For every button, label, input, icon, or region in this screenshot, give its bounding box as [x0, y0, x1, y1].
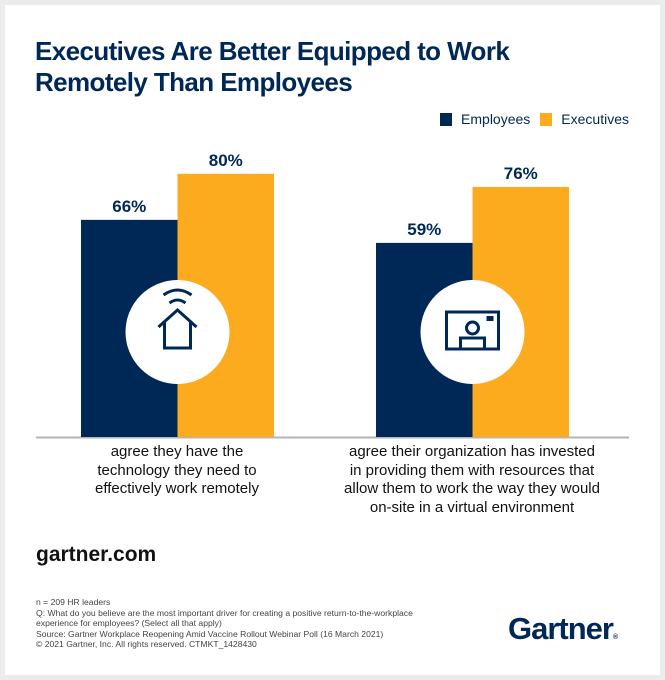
- smart-home-icon: [157, 288, 198, 350]
- data-label-employees-2: 59%: [407, 220, 441, 239]
- legend-swatch-executives: [540, 112, 553, 126]
- category-label-technology: agree they have the technology they need …: [36, 443, 318, 499]
- house-walls: [163, 322, 192, 350]
- gartner-logo: Gartner®: [508, 611, 618, 647]
- category-label-resources: agree their organization has invested in …: [330, 443, 614, 517]
- house-roof: [157, 307, 198, 329]
- category-label-line: in providing them with resources that: [349, 461, 595, 479]
- video-frame: [445, 310, 500, 351]
- category-label-line: effectively work remotely: [95, 480, 259, 497]
- footnote-line: Source: Gartner Workplace Reopening Amid…: [36, 628, 384, 639]
- legend-label-employees: Employees: [461, 111, 531, 127]
- data-label-employees-1: 66%: [112, 197, 146, 216]
- title-line: Remotely Than Employees: [35, 67, 353, 97]
- footnote-line: © 2021 Gartner, Inc. All rights reserved…: [36, 639, 257, 650]
- chart-title: Executives Are Better Equipped to Work R…: [35, 36, 510, 98]
- title-line: Executives Are Better Equipped to Work: [35, 36, 510, 66]
- category-label-line: technology they need to: [97, 461, 257, 479]
- footnote-line: experience for employees? (Select all th…: [36, 618, 222, 629]
- website-link[interactable]: gartner.com: [36, 543, 157, 566]
- person-body: [459, 336, 486, 349]
- icon-circle: [420, 280, 525, 384]
- icon-circle: [125, 280, 230, 384]
- data-label-executives-2: 76%: [504, 164, 538, 183]
- category-label-line: agree their organization has invested: [349, 443, 595, 460]
- wifi-arc-outer: [162, 288, 193, 297]
- legend-label-executives: Executives: [561, 111, 629, 127]
- video-call-icon: [445, 310, 500, 351]
- category-label-line: allow them to work the way they would: [344, 480, 600, 497]
- footnote-line: Q: What do you believe are the most impo…: [36, 607, 413, 618]
- data-label-executives-1: 80%: [209, 151, 243, 170]
- legend-swatch-employees: [440, 112, 453, 126]
- logo-text: Gartner: [508, 611, 614, 646]
- person-head: [465, 320, 480, 336]
- footnotes: n = 209 HR leaders Q: What do you believe…: [36, 597, 436, 650]
- legend: Employees Executives: [440, 111, 629, 127]
- wifi-arc-inner: [168, 298, 187, 305]
- camera-indicator: [486, 316, 494, 321]
- footnote-line: n = 209 HR leaders: [36, 597, 111, 607]
- registered-mark: ®: [612, 634, 619, 641]
- category-label-line: agree they have the: [110, 443, 244, 460]
- category-label-line: on-site in a virtual environment: [369, 498, 575, 516]
